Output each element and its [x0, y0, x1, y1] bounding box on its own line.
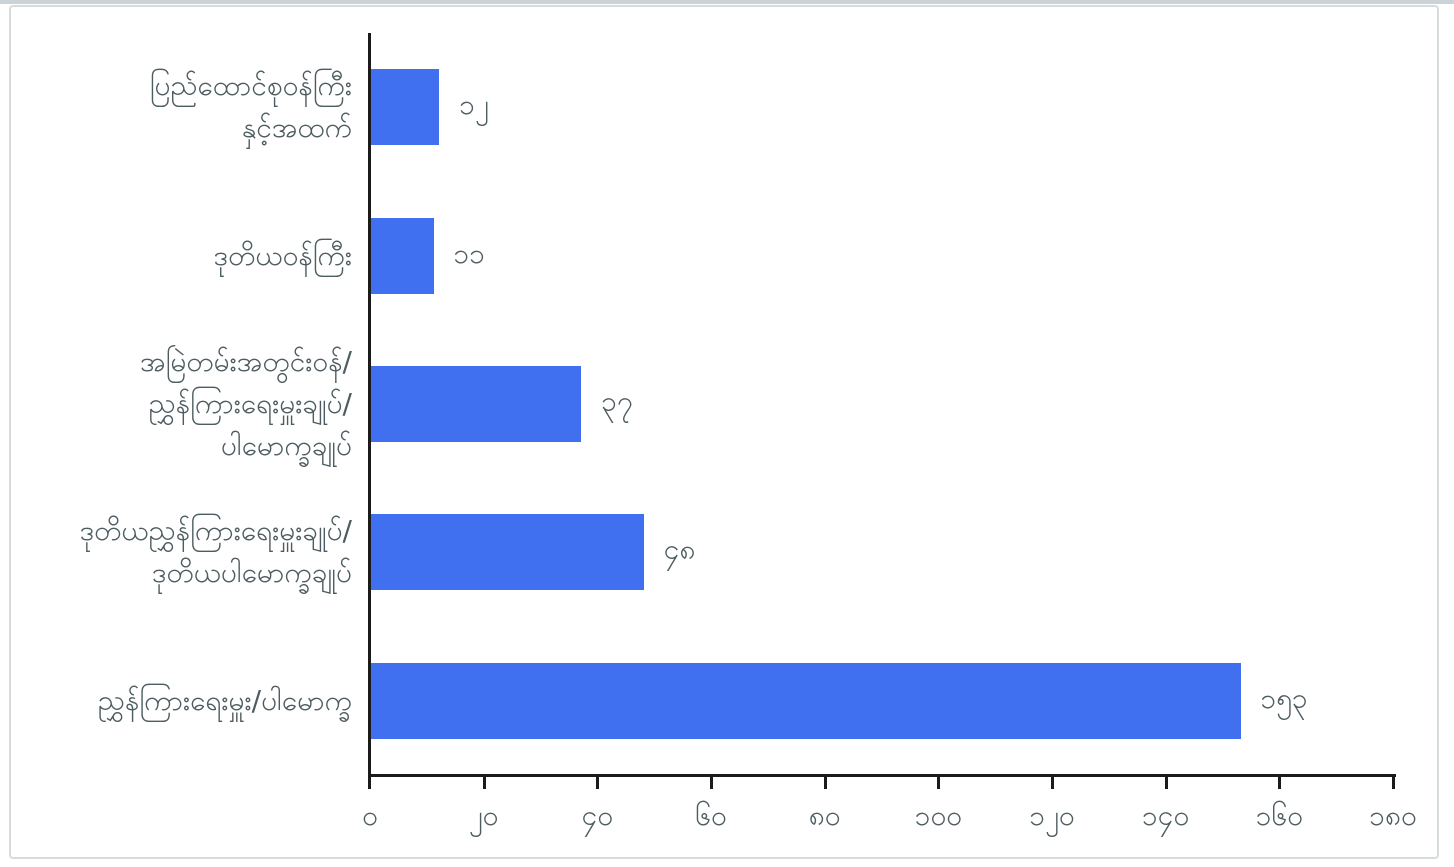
bar-value-label: ၁၂	[459, 88, 489, 122]
bar	[371, 366, 582, 442]
x-tick	[1392, 775, 1395, 789]
x-tick	[1278, 775, 1282, 789]
category-label: ညွှန်ကြားရေးမှူး/ပါမောက္ခ	[12, 680, 352, 722]
category-label-line: ပြည်ထောင်စုဝန်ကြီး	[149, 69, 352, 103]
bar-value-label: ၃၇	[601, 385, 633, 418]
bar-value-label: ၁၅၃	[1260, 681, 1308, 715]
category-label-line: ဒုတိယပါမောက္ခချုပ်	[151, 556, 352, 590]
x-tick-label: ၁၂၀	[1029, 799, 1075, 832]
category-label-line: ဒုတိယညွှန်ကြားရေးမှူးချုပ်/	[79, 514, 352, 548]
category-label-line: ပါမောက္ခချုပ်	[220, 429, 352, 462]
x-tick-label: ၈၀	[808, 799, 841, 832]
category-label-line: အမြဲတမ်းအတွင်းဝန်/	[139, 345, 352, 378]
x-tick	[482, 775, 486, 789]
x-tick-label: ၀	[362, 799, 378, 832]
page-top-edge	[0, 0, 1454, 4]
category-label-line: ဒုတိယဝန်ကြီး	[213, 238, 352, 272]
x-tick-label: ၂၀	[468, 799, 499, 832]
x-tick-label: ၁၆၀	[1255, 799, 1303, 832]
x-tick	[710, 775, 713, 789]
bar	[371, 69, 440, 146]
bar	[371, 662, 1241, 739]
x-tick	[937, 775, 941, 789]
category-label: ပြည်ထောင်စုဝန်ကြီးနှင့်အထက်	[12, 65, 352, 149]
category-label-line: နှင့်အထက်	[241, 111, 352, 145]
x-tick-label: ၁၄၀	[1142, 799, 1190, 832]
x-tick-label: ၁၀၀	[914, 799, 962, 832]
bar	[371, 217, 434, 294]
x-tick-label: ၁၈၀	[1369, 799, 1417, 832]
x-axis-line	[368, 774, 1396, 777]
x-tick-label: ၆၀	[695, 799, 727, 832]
y-axis-line	[368, 33, 371, 789]
x-tick-label: ၄၀	[581, 799, 614, 832]
category-label-line: ညွှန်ကြားရေးမှူး/ပါမောက္ခ	[97, 683, 352, 717]
chart-frame-border	[9, 5, 1439, 859]
x-tick	[823, 775, 827, 789]
bar-value-label: ၁၁	[453, 236, 486, 270]
bar-value-label: ၄၈	[663, 533, 696, 567]
category-label: အမြဲတမ်းအတွင်းဝန်/ ညွှန်ကြားရေးမှူးချုပ်/…	[12, 341, 352, 467]
category-label-line: ညွှန်ကြားရေးမှူးချုပ်/	[148, 387, 352, 420]
bar	[371, 514, 644, 591]
x-tick	[1164, 775, 1168, 789]
x-tick	[1051, 775, 1054, 789]
x-tick	[596, 775, 600, 789]
category-label: ဒုတိယညွှန်ကြားရေးမှူးချုပ်/ ဒုတိယပါမောက္ခ…	[12, 510, 352, 594]
category-label: ဒုတိယဝန်ကြီး	[12, 235, 352, 277]
